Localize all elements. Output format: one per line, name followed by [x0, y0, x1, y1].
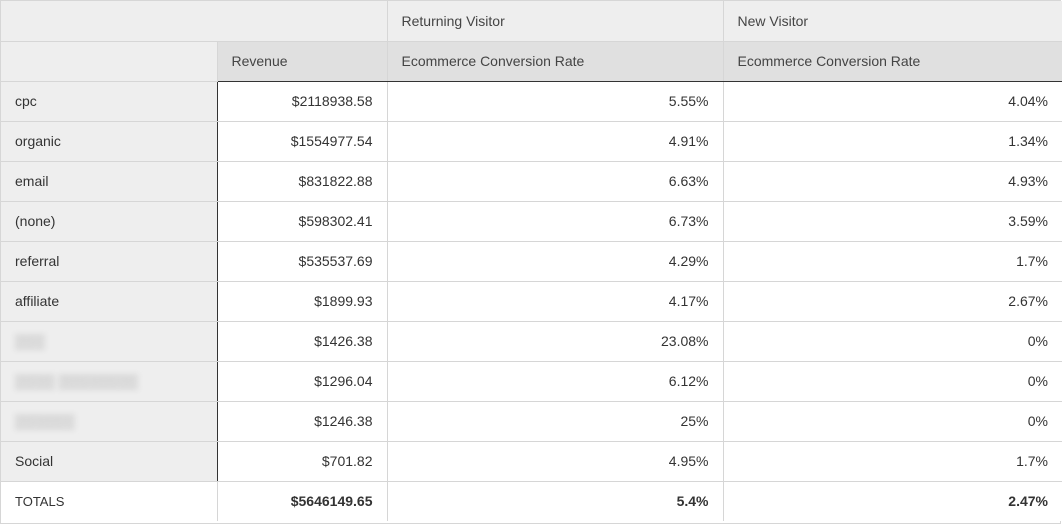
row-label-text: organic: [15, 133, 61, 149]
revenue-cell: $598302.41: [217, 201, 387, 242]
new-conversion-rate-cell: 3.59%: [722, 201, 1062, 242]
totals-label: TOTALS: [1, 480, 217, 521]
table-body: cpc $2118938.58 5.55% 4.04% organic $1554977.…: [1, 81, 1062, 482]
row-label-text: affiliate: [15, 293, 60, 309]
new-conversion-rate-cell: 1.7%: [722, 241, 1062, 282]
measure-header-new-conversion-rate[interactable]: Ecommerce Conversion Rate: [722, 41, 1062, 82]
returning-conversion-rate-cell: 4.91%: [386, 121, 723, 162]
returning-conversion-rate-cell: 23.08%: [386, 321, 723, 362]
revenue-cell: $831822.88: [217, 161, 387, 202]
row-label-text: referral: [15, 253, 60, 269]
returning-conversion-rate-cell: 5.55%: [386, 81, 723, 122]
row-label[interactable]: affiliate: [1, 281, 218, 322]
revenue-cell: $1246.38: [217, 401, 387, 442]
revenue-cell: $1296.04: [217, 361, 387, 402]
new-conversion-rate-cell: 1.7%: [722, 441, 1062, 482]
new-conversion-rate-cell: 0%: [722, 321, 1062, 362]
table-row: cpc $2118938.58 5.55% 4.04%: [1, 81, 1062, 122]
table-row: email $831822.88 6.63% 4.93%: [1, 161, 1062, 202]
returning-conversion-rate-cell: 4.17%: [386, 281, 723, 322]
row-label-text: ▒▒▒: [15, 333, 45, 349]
measure-header-returning-conversion-rate[interactable]: Ecommerce Conversion Rate: [386, 41, 723, 82]
row-label[interactable]: organic: [1, 121, 218, 162]
table-row: Social $701.82 4.95% 1.7%: [1, 441, 1062, 482]
table-row: ▒▒▒▒ ▒▒▒▒▒▒▒▒ $1296.04 6.12% 0%: [1, 361, 1062, 402]
row-label-text: Social: [15, 453, 54, 469]
new-conversion-rate-cell: 1.34%: [722, 121, 1062, 162]
new-conversion-rate-cell: 4.04%: [722, 81, 1062, 122]
row-label[interactable]: ▒▒▒▒ ▒▒▒▒▒▒▒▒: [1, 361, 218, 402]
revenue-cell: $1554977.54: [217, 121, 387, 162]
returning-conversion-rate-cell: 4.29%: [386, 241, 723, 282]
new-conversion-rate-cell: 0%: [722, 401, 1062, 442]
revenue-cell: $2118938.58: [217, 81, 387, 122]
row-label[interactable]: ▒▒▒▒▒▒: [1, 401, 218, 442]
row-label-text: cpc: [15, 93, 37, 109]
totals-revenue: $5646149.65: [216, 480, 387, 521]
returning-conversion-rate-cell: 25%: [386, 401, 723, 442]
returning-conversion-rate-cell: 6.63%: [386, 161, 723, 202]
revenue-cell: $701.82: [217, 441, 387, 482]
revenue-cell: $535537.69: [217, 241, 387, 282]
table-row: ▒▒▒ $1426.38 23.08% 0%: [1, 321, 1062, 362]
row-label[interactable]: ▒▒▒: [1, 321, 218, 362]
row-label[interactable]: referral: [1, 241, 218, 282]
row-label-text: email: [15, 173, 49, 189]
new-conversion-rate-cell: 2.67%: [722, 281, 1062, 322]
row-label-text: ▒▒▒▒▒▒: [15, 413, 75, 429]
returning-conversion-rate-cell: 6.12%: [386, 361, 723, 402]
row-label-text: (none): [15, 213, 56, 229]
row-label[interactable]: (none): [1, 201, 218, 242]
row-label-text: ▒▒▒▒ ▒▒▒▒▒▒▒▒: [15, 373, 138, 389]
table-row: affiliate $1899.93 4.17% 2.67%: [1, 281, 1062, 322]
returning-conversion-rate-cell: 4.95%: [386, 441, 723, 482]
revenue-cell: $1899.93: [217, 281, 387, 322]
table-row: (none) $598302.41 6.73% 3.59%: [1, 201, 1062, 242]
measure-header-revenue[interactable]: Revenue: [216, 41, 387, 82]
totals-returning-conversion-rate: 5.4%: [386, 480, 723, 521]
corner-header: [1, 1, 387, 42]
row-dimension-header: [1, 41, 217, 82]
row-label[interactable]: cpc: [1, 81, 218, 122]
measure-header-row: Revenue Ecommerce Conversion Rate Ecomme…: [1, 41, 1062, 82]
new-conversion-rate-cell: 0%: [722, 361, 1062, 402]
table-row: organic $1554977.54 4.91% 1.34%: [1, 121, 1062, 162]
returning-conversion-rate-cell: 6.73%: [386, 201, 723, 242]
column-group-new-visitor[interactable]: New Visitor: [722, 1, 1062, 42]
totals-new-conversion-rate: 2.47%: [722, 480, 1062, 521]
column-group-returning-visitor[interactable]: Returning Visitor: [386, 1, 723, 42]
new-conversion-rate-cell: 4.93%: [722, 161, 1062, 202]
row-label[interactable]: Social: [1, 441, 218, 482]
table-row: ▒▒▒▒▒▒ $1246.38 25% 0%: [1, 401, 1062, 442]
column-group-header-row: Returning Visitor New Visitor: [1, 1, 1062, 42]
row-label[interactable]: email: [1, 161, 218, 202]
revenue-cell: $1426.38: [217, 321, 387, 362]
totals-row: TOTALS $5646149.65 5.4% 2.47%: [1, 480, 1062, 521]
table-row: referral $535537.69 4.29% 1.7%: [1, 241, 1062, 282]
